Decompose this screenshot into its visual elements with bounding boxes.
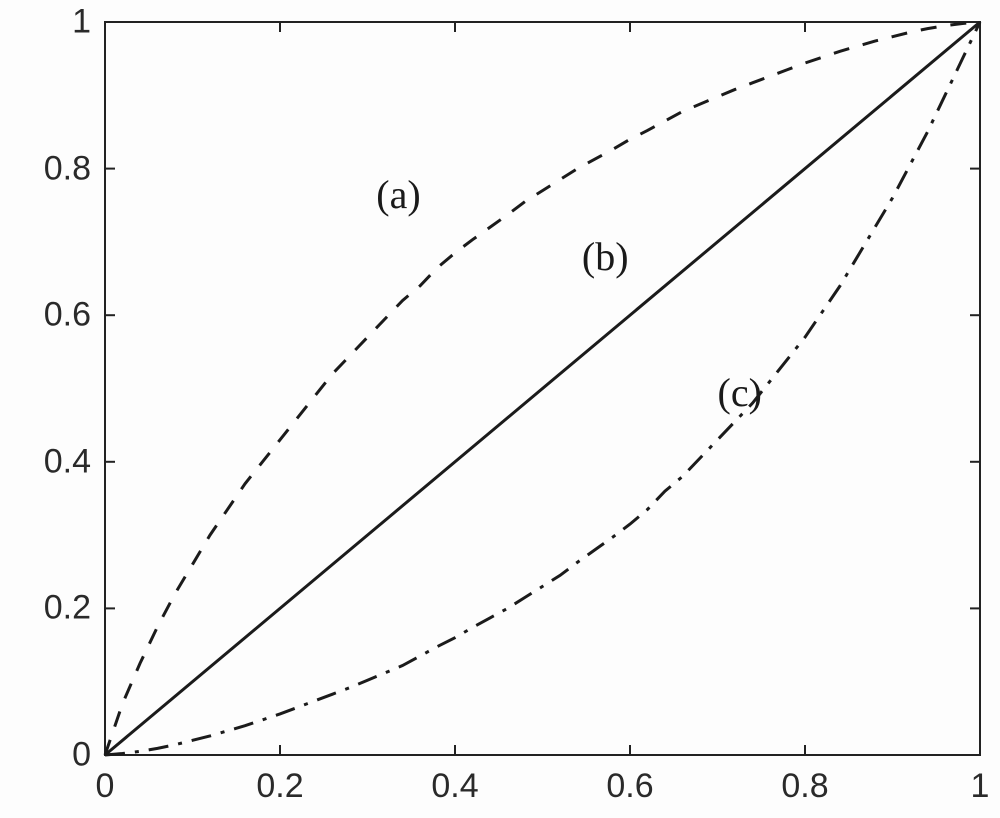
x-tick-label: 0.2	[256, 767, 303, 806]
y-tick-label: 0.2	[44, 589, 91, 628]
chart-container: 0 0.2 0.4 0.6 0.8 1 0 0.2 0.4 0.6 0.8 1 (a) (b) (c)	[0, 0, 1000, 818]
series-label-b: (b)	[582, 233, 629, 280]
y-tick-label: 0	[72, 736, 91, 775]
y-tick-label: 0.6	[44, 296, 91, 335]
y-tick-label: 0.4	[44, 442, 91, 481]
y-tick-label: 1	[72, 3, 91, 42]
x-tick-label: 0.4	[431, 767, 478, 806]
series-label-c: (c)	[718, 369, 762, 416]
series-label-a: (a)	[376, 171, 420, 218]
x-tick-label: 0.6	[606, 767, 653, 806]
line-chart	[0, 0, 1000, 818]
x-tick-label: 0	[96, 767, 115, 806]
x-tick-label: 1	[971, 767, 990, 806]
y-tick-label: 0.8	[44, 149, 91, 188]
x-tick-label: 0.8	[781, 767, 828, 806]
